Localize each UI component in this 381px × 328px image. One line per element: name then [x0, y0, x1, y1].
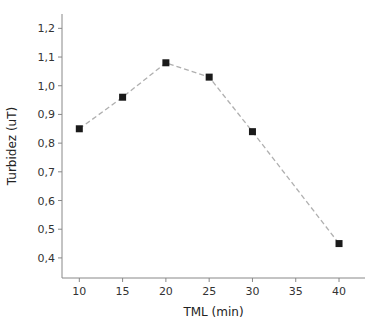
y-axis-line [62, 14, 63, 278]
y-tick-label: 1,0 [38, 80, 56, 93]
y-tick-label: 0,4 [38, 252, 56, 265]
y-tick-label: 0,7 [38, 166, 56, 179]
y-tick [58, 171, 62, 172]
x-tick [209, 278, 210, 282]
x-tick-label: 35 [289, 285, 303, 298]
y-tick [58, 28, 62, 29]
marker [162, 59, 169, 66]
y-tick-label: 0,9 [38, 108, 56, 121]
y-tick [58, 57, 62, 58]
x-tick-label: 25 [202, 285, 216, 298]
chart-container: 10 15 20 25 30 35 40 0,4 0,5 0,6 0,7 0,8 0,9 1,0 1,1 1,… [0, 0, 381, 328]
marker [76, 125, 83, 132]
y-tick-label: 0,8 [38, 137, 56, 150]
x-tick-label: 40 [332, 285, 346, 298]
marker [119, 94, 126, 101]
x-tick [122, 278, 123, 282]
x-tick-label: 15 [116, 285, 130, 298]
chart: 10 15 20 25 30 35 40 0,4 0,5 0,6 0,7 0,8 0,9 1,0 1,1 1,… [0, 0, 381, 328]
x-tick [295, 278, 296, 282]
y-tick-label: 1,1 [38, 51, 56, 64]
x-tick [79, 278, 80, 282]
y-tick [58, 85, 62, 86]
y-tick-label: 0,6 [38, 195, 56, 208]
y-tick [58, 200, 62, 201]
marker [206, 74, 213, 81]
marker [336, 240, 343, 247]
marker [249, 128, 256, 135]
y-tick-label: 0,5 [38, 223, 56, 236]
series [76, 59, 343, 247]
y-tick [58, 257, 62, 258]
y-tick [58, 143, 62, 144]
x-axis-line [62, 278, 365, 279]
y-tick [58, 229, 62, 230]
line [79, 63, 339, 244]
y-axis: 0,4 0,5 0,6 0,7 0,8 0,9 1,0 1,1 1,2 [38, 22, 63, 265]
x-tick-label: 20 [159, 285, 173, 298]
x-tick [252, 278, 253, 282]
x-tick-label: 10 [72, 285, 86, 298]
x-axis-label: TML (min) [182, 305, 243, 319]
x-tick [165, 278, 166, 282]
y-axis-label: Turbidez (uT) [5, 107, 19, 186]
y-tick-label: 1,2 [38, 22, 56, 35]
y-tick [58, 114, 62, 115]
x-tick [339, 278, 340, 282]
x-axis: 10 15 20 25 30 35 40 [72, 278, 346, 298]
x-tick-label: 30 [245, 285, 259, 298]
